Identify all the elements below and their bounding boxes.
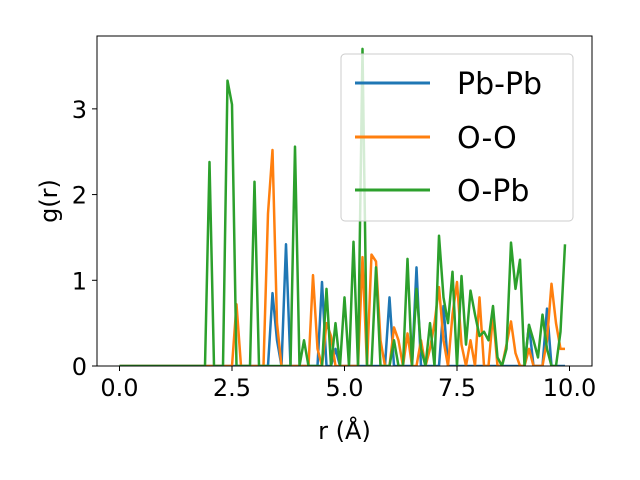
x-tick-label: 0.0 bbox=[100, 374, 138, 402]
x-tick-label: 2.5 bbox=[213, 374, 251, 402]
series-line-o-o bbox=[119, 148, 565, 366]
legend-box bbox=[340, 53, 574, 222]
x-axis-label: r (Å) bbox=[318, 416, 371, 445]
series-layer bbox=[119, 47, 567, 366]
x-tick-label: 10.0 bbox=[543, 374, 596, 402]
y-axis-label: g(r) bbox=[35, 179, 63, 223]
legend: Pb-Pb O-O O-Pb bbox=[340, 53, 574, 222]
y-axis: 0 1 2 3 bbox=[72, 96, 97, 381]
x-tick-label: 7.5 bbox=[438, 374, 476, 402]
y-tick-label: 3 bbox=[72, 96, 87, 124]
y-tick-label: 0 bbox=[72, 353, 87, 381]
legend-label-o-o: O-O bbox=[457, 121, 517, 156]
legend-label-pb-pb: Pb-Pb bbox=[457, 67, 542, 102]
y-tick-label: 1 bbox=[72, 267, 87, 295]
legend-label-o-pb: O-Pb bbox=[457, 174, 529, 209]
x-tick-label: 5.0 bbox=[325, 374, 363, 402]
series-line-o-pb bbox=[119, 47, 567, 366]
x-axis: 0.0 2.5 5.0 7.5 10.0 bbox=[100, 366, 596, 402]
y-tick-label: 2 bbox=[72, 182, 87, 210]
